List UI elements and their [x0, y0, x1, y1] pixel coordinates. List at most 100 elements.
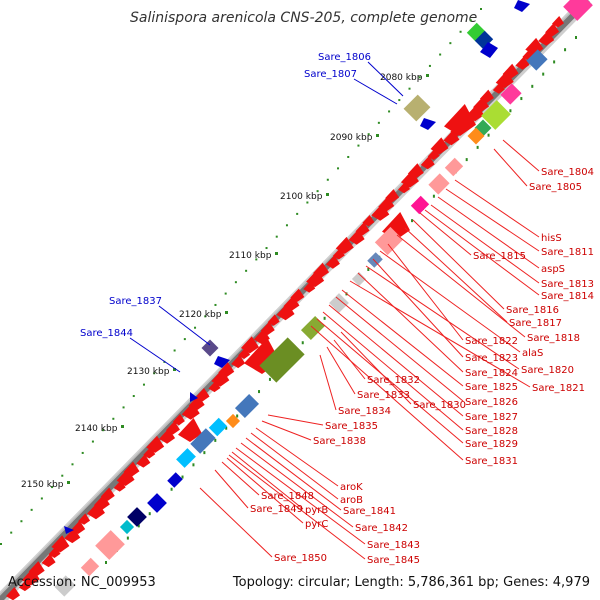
gene-label[interactable]: Sare_1850: [274, 553, 327, 564]
gene-label[interactable]: Sare_1813: [541, 279, 594, 290]
gene-label[interactable]: aroB: [340, 495, 363, 506]
gene-arrow[interactable]: [443, 130, 460, 146]
gene-block[interactable]: [167, 472, 183, 488]
gene-label[interactable]: alaS: [522, 348, 543, 359]
gene-labels[interactable]: Sare_1806 Sare_1807 Sare_1837 Sare_1844 Sare…: [80, 52, 594, 566]
gene-arrow[interactable]: [371, 203, 390, 221]
gene-arrow[interactable]: [78, 513, 91, 525]
gene-label[interactable]: Sare_1816: [506, 305, 559, 316]
gene-arrow[interactable]: [444, 104, 476, 136]
gene-block[interactable]: [526, 49, 548, 71]
gene-arrow[interactable]: [190, 392, 198, 402]
gene-arrow[interactable]: [303, 281, 316, 293]
gene-block[interactable]: [467, 127, 485, 145]
gene-label[interactable]: Sare_1829: [465, 439, 518, 450]
gene-block[interactable]: [234, 393, 260, 419]
gene-label[interactable]: Sare_1821: [532, 383, 585, 394]
gene-label[interactable]: Sare_1837: [109, 296, 162, 307]
gene-arrow[interactable]: [480, 42, 498, 58]
gene-label[interactable]: Sare_1818: [527, 333, 580, 344]
gene-label[interactable]: Sare_1842: [355, 523, 408, 534]
gene-arrow[interactable]: [172, 413, 185, 426]
gene-label[interactable]: Sare_1820: [521, 365, 574, 376]
gene-arrows[interactable]: [6, 16, 564, 600]
gene-block[interactable]: [428, 173, 450, 195]
gene-label[interactable]: Sare_1848: [261, 491, 314, 502]
gene-label[interactable]: Sare_1831: [465, 456, 518, 467]
gene-label[interactable]: Sare_1835: [325, 421, 378, 432]
gene-arrow[interactable]: [143, 447, 156, 459]
gene-label[interactable]: Sare_1834: [338, 406, 391, 417]
gene-arrow[interactable]: [492, 82, 505, 94]
gene-label[interactable]: Sare_1824: [465, 368, 518, 379]
gene-arrow[interactable]: [362, 214, 375, 227]
gene-label[interactable]: Sare_1814: [541, 291, 594, 302]
gene-block[interactable]: [481, 100, 511, 130]
gene-label[interactable]: aspS: [541, 264, 565, 275]
gene-label[interactable]: Sare_1826: [465, 397, 518, 408]
gene-label[interactable]: Sare_1805: [529, 182, 582, 193]
gene-block[interactable]: [374, 226, 404, 256]
gene-arrow[interactable]: [398, 181, 411, 194]
gene-arrow[interactable]: [178, 418, 202, 442]
gene-label[interactable]: Sare_1822: [465, 336, 518, 347]
gene-label[interactable]: Sare_1811: [541, 247, 594, 258]
gene-label[interactable]: Sare_1804: [541, 167, 594, 178]
gene-arrow[interactable]: [181, 402, 200, 420]
outer-blue-genes[interactable]: [64, 0, 530, 534]
gene-arrow[interactable]: [332, 248, 345, 260]
gene-label[interactable]: pyrC: [305, 519, 328, 530]
gene-arrow[interactable]: [136, 454, 151, 468]
gene-block[interactable]: [190, 428, 216, 454]
gene-label[interactable]: pyrB: [305, 505, 328, 516]
gene-label[interactable]: Sare_1827: [465, 412, 518, 423]
gene-label[interactable]: hisS: [541, 233, 562, 244]
gene-arrow[interactable]: [552, 16, 564, 28]
gene-block[interactable]: [259, 337, 305, 383]
gene-label[interactable]: Sare_1838: [313, 436, 366, 447]
gene-block[interactable]: [225, 413, 241, 429]
gene-arrow[interactable]: [208, 380, 221, 393]
gene-arrow[interactable]: [231, 354, 246, 369]
gene-label[interactable]: Sare_1825: [465, 382, 518, 393]
gene-block[interactable]: [54, 575, 76, 597]
gene-block[interactable]: [563, 0, 593, 21]
gene-arrow[interactable]: [515, 56, 530, 70]
gene-label[interactable]: Sare_1844: [80, 328, 133, 339]
gene-arrow[interactable]: [18, 579, 31, 592]
gene-label[interactable]: Sare_1849: [250, 504, 303, 515]
gene-arrow[interactable]: [348, 229, 365, 245]
gene-label[interactable]: Sare_1841: [343, 506, 396, 517]
gene-label[interactable]: Sare_1823: [465, 353, 518, 364]
gene-block[interactable]: [201, 339, 219, 357]
gene-arrow[interactable]: [276, 303, 295, 321]
gene-block[interactable]: [176, 448, 196, 468]
gene-arrow[interactable]: [538, 30, 555, 46]
gene-block[interactable]: [367, 252, 383, 268]
gene-arrow[interactable]: [64, 526, 74, 534]
gene-arrow[interactable]: [420, 155, 435, 170]
gene-arrow[interactable]: [86, 502, 105, 520]
gene-label[interactable]: Sare_1833: [357, 390, 410, 401]
gene-arrow[interactable]: [159, 428, 176, 444]
gene-block[interactable]: [329, 293, 349, 313]
gene-block[interactable]: [351, 271, 367, 287]
gene-label[interactable]: Sare_1832: [367, 375, 420, 386]
gene-block[interactable]: [410, 195, 430, 215]
gene-block[interactable]: [466, 22, 486, 42]
gene-arrow[interactable]: [41, 553, 56, 568]
gene-label[interactable]: Sare_1843: [367, 540, 420, 551]
gene-label[interactable]: Sare_1817: [509, 318, 562, 329]
gene-block[interactable]: [444, 157, 464, 177]
gene-arrow[interactable]: [48, 546, 61, 558]
gene-block[interactable]: [95, 530, 125, 560]
gene-label[interactable]: Sare_1830: [413, 400, 466, 411]
gene-label[interactable]: aroK: [340, 482, 363, 493]
gene-arrow[interactable]: [420, 118, 436, 130]
gene-label[interactable]: Sare_1845: [367, 555, 420, 566]
gene-arrow[interactable]: [214, 356, 230, 368]
gene-arrow[interactable]: [514, 0, 530, 12]
gene-arrow[interactable]: [64, 527, 81, 544]
gene-label[interactable]: Sare_1807: [304, 69, 357, 80]
gene-arrow[interactable]: [238, 347, 251, 359]
